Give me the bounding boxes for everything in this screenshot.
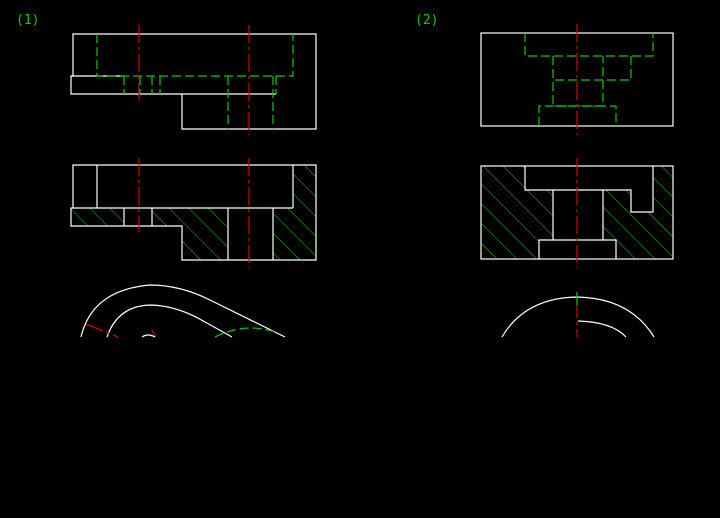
fig1-top-view <box>70 25 317 135</box>
fig2-section-view <box>480 158 674 268</box>
fig2-partial-view <box>501 292 655 338</box>
fig2-top-view <box>480 24 674 135</box>
fig1-partial-view <box>80 284 286 338</box>
figure-2 <box>480 24 674 338</box>
figure-1 <box>70 25 317 338</box>
label-figure-1: (1) <box>16 13 39 28</box>
fig1-section-view <box>70 158 317 268</box>
label-figure-2: (2) <box>415 13 438 28</box>
